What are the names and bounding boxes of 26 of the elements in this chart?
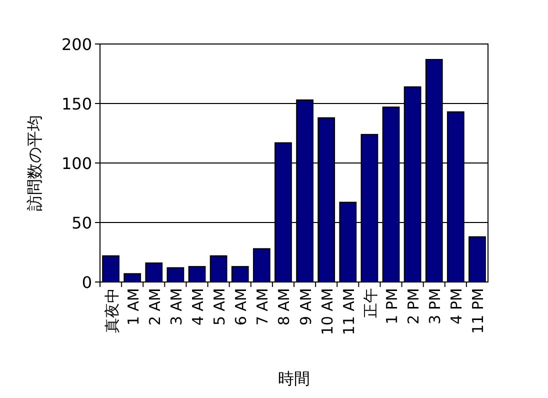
x-tick-label: 3 AM bbox=[167, 288, 186, 326]
x-tick-label: 1 PM bbox=[383, 288, 401, 324]
x-tick-label: 11 PM bbox=[469, 288, 488, 334]
x-tick-label: 10 AM bbox=[318, 288, 336, 336]
x-tick-label: 正午 bbox=[361, 288, 380, 318]
y-tick-label: 100 bbox=[61, 154, 92, 173]
y-axis-title: 訪問数の平均 bbox=[25, 115, 44, 211]
y-tick-label: 0 bbox=[82, 273, 92, 292]
x-tick-label: 5 AM bbox=[210, 288, 229, 326]
y-tick-label: 200 bbox=[61, 35, 92, 54]
x-tick-label: 6 AM bbox=[232, 288, 250, 326]
x-tick-label: 2 AM bbox=[146, 288, 164, 326]
x-tick-label: 3 PM bbox=[426, 288, 444, 324]
x-tick-label: 真夜中 bbox=[102, 288, 121, 333]
y-tick-label: 150 bbox=[61, 94, 92, 114]
x-tick-label: 7 AM bbox=[254, 288, 272, 326]
y-tick-label: 50 bbox=[72, 214, 92, 232]
x-tick-label: 4 AM bbox=[189, 288, 207, 326]
x-axis-title: 時間 bbox=[278, 369, 310, 388]
x-tick-label: 4 PM bbox=[448, 288, 466, 324]
x-tick-label: 9 AM bbox=[296, 288, 315, 326]
bar bbox=[188, 266, 206, 282]
x-tick-label: 11 AM bbox=[340, 288, 358, 336]
x-tick-label: 1 AM bbox=[124, 288, 142, 326]
x-tick-label: 2 PM bbox=[404, 288, 423, 324]
x-tick-label: 8 AM bbox=[275, 288, 294, 326]
